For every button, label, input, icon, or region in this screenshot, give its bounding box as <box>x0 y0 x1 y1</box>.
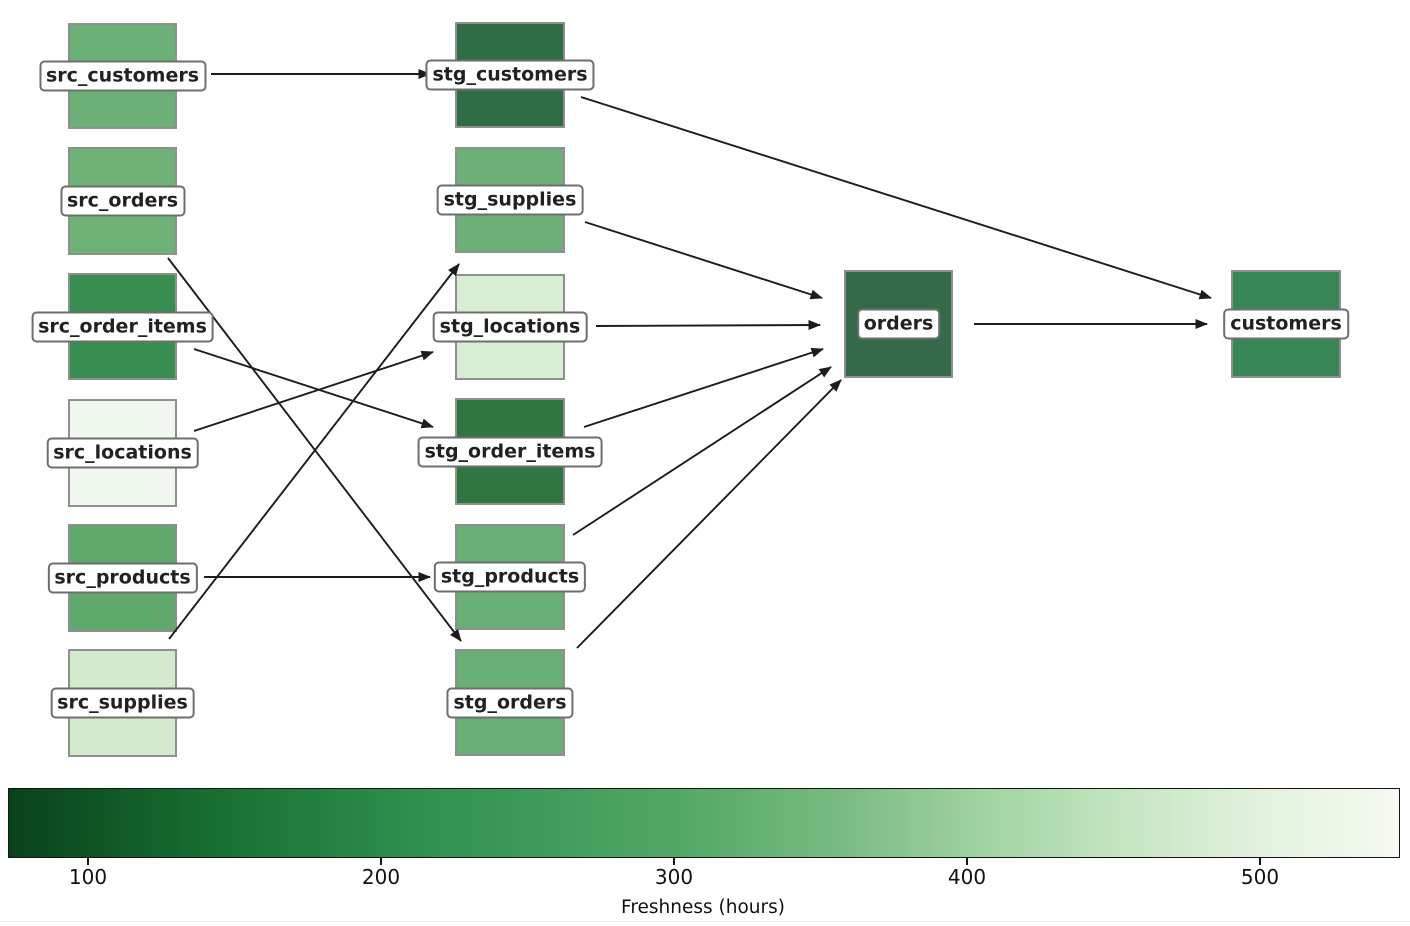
edge-stg_locations-to-orders <box>595 320 821 331</box>
node-label-src_order_items: src_order_items <box>31 311 214 342</box>
node-label-stg_orders: stg_orders <box>446 687 574 718</box>
bottom-hairline <box>0 921 1410 922</box>
colorbar-tick-label-200: 200 <box>361 865 401 889</box>
colorbar-tick-label-300: 300 <box>654 865 694 889</box>
edge-src_locations-to-stg_locations <box>193 350 434 432</box>
edge-src_order_items-to-stg_order_items <box>193 348 434 429</box>
colorbar-axis-label: Freshness (hours) <box>621 897 785 918</box>
colorbar-tick-label-100: 100 <box>68 865 108 889</box>
colorbar-tick-300 <box>673 858 675 865</box>
edge-stg_customers-to-customers <box>580 96 1212 300</box>
colorbar-tick-400 <box>966 858 968 865</box>
node-label-src_locations: src_locations <box>46 437 199 469</box>
node-label-stg_products: stg_products <box>433 561 587 593</box>
edge-src_supplies-to-stg_supplies <box>168 263 460 640</box>
node-label-orders: orders <box>856 308 941 340</box>
node-label-src_products: src_products <box>47 562 198 594</box>
colorbar-tick-500 <box>1259 858 1261 865</box>
edge-stg_supplies-to-orders <box>584 221 823 300</box>
node-label-stg_supplies: stg_supplies <box>436 184 584 216</box>
edge-stg_order_items-to-orders <box>583 347 824 428</box>
colorbar-gradient <box>8 788 1400 858</box>
colorbar-tick-100 <box>87 858 89 865</box>
node-label-src_customers: src_customers <box>38 60 207 92</box>
node-label-src_supplies: src_supplies <box>50 687 195 719</box>
node-label-customers: customers <box>1223 308 1349 340</box>
node-label-stg_customers: stg_customers <box>425 59 595 91</box>
edge-stg_products-to-orders <box>572 366 832 536</box>
node-label-stg_order_items: stg_order_items <box>417 436 603 467</box>
edge-stg_orders-to-orders <box>576 379 842 649</box>
colorbar-tick-label-500: 500 <box>1240 865 1280 889</box>
colorbar-tick-label-400: 400 <box>947 865 987 889</box>
colorbar-tick-200 <box>380 858 382 865</box>
node-label-stg_locations: stg_locations <box>432 311 588 343</box>
node-label-src_orders: src_orders <box>59 185 186 217</box>
